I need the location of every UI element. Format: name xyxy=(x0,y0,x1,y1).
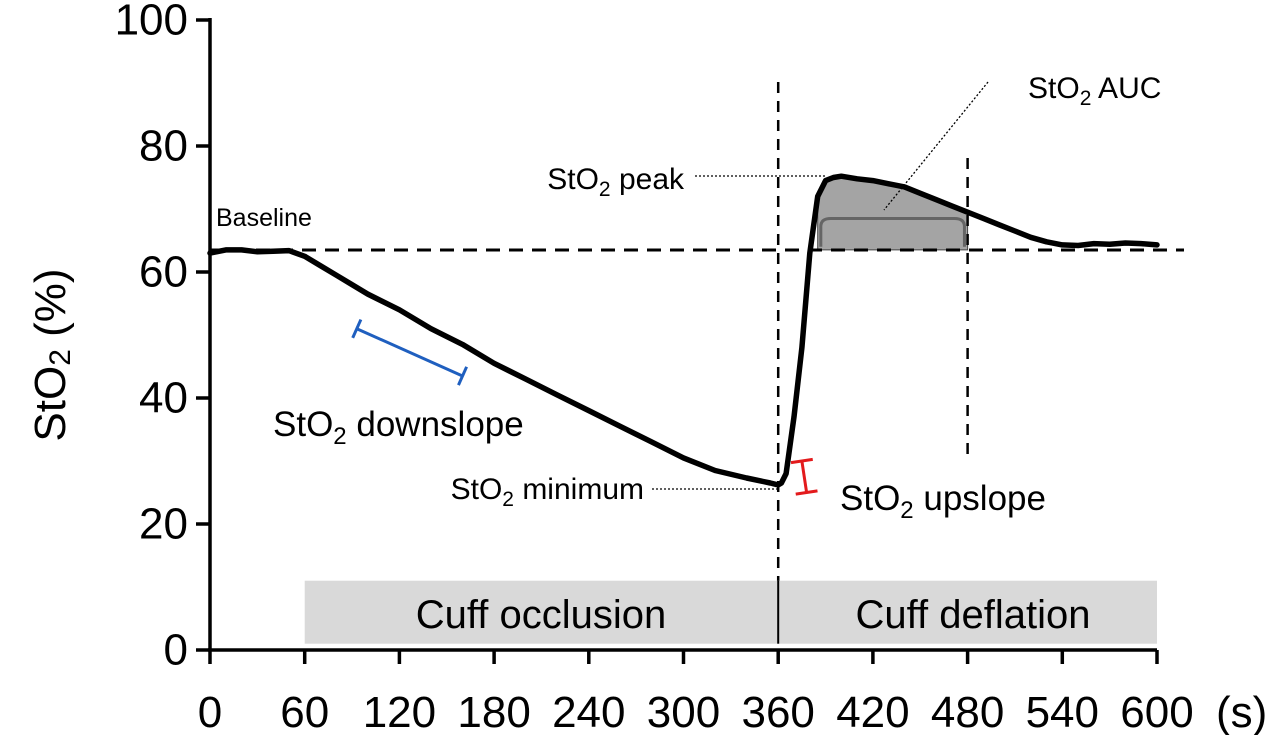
y-tick-label: 100 xyxy=(115,0,188,45)
x-tick-label: 240 xyxy=(552,688,625,735)
x-tick-label: 540 xyxy=(1026,688,1099,735)
x-tick-label: 420 xyxy=(836,688,909,735)
x-tick-label: 60 xyxy=(280,688,329,735)
x-ticks: 0 60 120 180 240 300 360 420 480 540 600 xyxy=(198,650,1194,735)
auc-leader-line xyxy=(883,81,989,211)
x-tick-label: 360 xyxy=(741,688,814,735)
series-sto2-line xyxy=(207,173,1160,488)
upslope-marker xyxy=(790,457,818,496)
y-tick-label: 0 xyxy=(164,626,188,675)
baseline-label: Baseline xyxy=(216,204,312,232)
x-tick-label: 300 xyxy=(647,688,720,735)
x-tick-label: 120 xyxy=(363,688,436,735)
downslope-marker xyxy=(351,318,468,386)
upslope-label: StO2 upslope xyxy=(840,479,1046,524)
band-occlusion xyxy=(304,580,779,644)
y-tick-label: 20 xyxy=(139,500,188,549)
x-axis-unit: (s) xyxy=(1216,688,1266,735)
axes xyxy=(208,18,1157,652)
x-tick-label: 480 xyxy=(931,688,1004,735)
y-tick-label: 80 xyxy=(139,122,188,171)
band-label-deflation: Cuff deflation xyxy=(856,593,1091,637)
band-deflation xyxy=(778,580,1157,644)
x-tick-label: 600 xyxy=(1120,688,1193,735)
auc-inner-outline xyxy=(819,216,966,247)
downslope-label: StO2 downslope xyxy=(273,405,524,450)
cuff-bands xyxy=(304,580,1157,644)
x-tick-label: 180 xyxy=(457,688,530,735)
y-tick-label: 60 xyxy=(139,248,188,297)
y-ticks: 0 20 40 60 80 100 xyxy=(115,0,210,675)
band-label-occlusion: Cuff occlusion xyxy=(416,593,667,637)
minimum-label: StO2 minimum xyxy=(451,473,644,511)
y-axis-title: StO2 (%) xyxy=(26,268,77,441)
x-tick-label: 0 xyxy=(198,688,222,735)
auc-label: StO2 AUC xyxy=(1028,72,1161,110)
y-tick-label: 40 xyxy=(139,374,188,423)
peak-label: StO2 peak xyxy=(547,163,685,201)
